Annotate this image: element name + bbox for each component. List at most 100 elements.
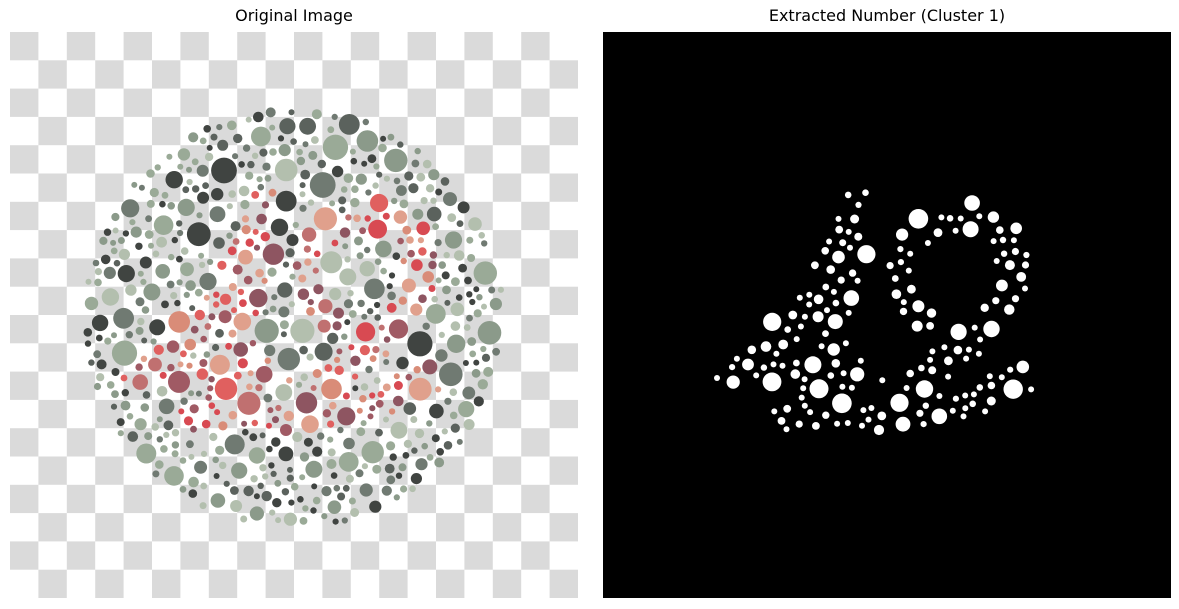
mask-dot: [760, 364, 768, 371]
plate-dots: [83, 107, 504, 526]
background-dot: [488, 286, 496, 294]
background-dot: [199, 137, 207, 145]
background-dot: [286, 474, 294, 482]
background-dot: [204, 152, 214, 162]
background-dot: [188, 489, 198, 498]
background-dot: [317, 159, 326, 169]
figure-dot: [140, 355, 148, 362]
background-dot: [155, 264, 170, 279]
figure-dot: [184, 338, 196, 351]
mask-dot: [827, 372, 835, 379]
background-dot: [306, 353, 314, 361]
figure-dot: [260, 232, 270, 242]
background-dot: [453, 250, 465, 261]
figure-dot: [208, 402, 216, 410]
figure-dot: [295, 392, 318, 414]
background-dot: [165, 171, 183, 189]
figure-dot: [264, 357, 271, 364]
background-dot: [330, 472, 338, 479]
figure-dot: [398, 296, 407, 305]
background-dot: [342, 243, 349, 250]
background-dot: [462, 360, 469, 366]
figure-dot: [332, 321, 342, 331]
background-dot: [212, 456, 219, 464]
mask-dot: [957, 215, 964, 222]
background-dot: [477, 321, 502, 345]
background-dot: [277, 347, 300, 371]
background-dot: [415, 458, 428, 471]
background-dot: [152, 470, 160, 478]
mask-dot: [807, 409, 814, 416]
background-dot: [322, 134, 349, 160]
background-dot: [295, 381, 303, 388]
background-dot: [360, 420, 367, 427]
background-dot: [197, 191, 210, 204]
mask-dot: [800, 385, 807, 392]
figure-dot: [336, 348, 343, 355]
mask-dot: [1004, 260, 1015, 271]
figure-dot: [253, 244, 261, 251]
background-dot: [430, 197, 437, 204]
background-dot: [285, 248, 295, 258]
background-dot: [171, 450, 179, 458]
figure-dot: [272, 416, 279, 424]
background-dot: [356, 252, 364, 260]
figure-dot: [359, 345, 370, 356]
background-dot: [393, 494, 400, 501]
mask-dot: [839, 383, 846, 390]
figure-dot: [303, 245, 311, 253]
background-dot: [383, 175, 390, 182]
background-dot: [439, 362, 463, 387]
figure-dot: [386, 302, 397, 313]
figure-dot: [411, 259, 423, 271]
mask-dot: [770, 361, 777, 368]
figure-dot: [400, 257, 407, 265]
mask-dot: [986, 396, 996, 406]
mask-dot: [953, 345, 963, 355]
background-dot: [135, 242, 143, 250]
figure-dot: [310, 385, 317, 391]
background-dot: [408, 183, 419, 194]
figure-dot: [393, 395, 404, 407]
background-dot: [326, 459, 337, 469]
background-dot: [425, 304, 446, 324]
figure-dot: [388, 319, 409, 339]
background-dot: [308, 150, 318, 160]
mask-dot: [854, 232, 863, 241]
background-dot: [309, 172, 336, 198]
figure-dot: [369, 392, 376, 399]
background-dot: [410, 473, 422, 485]
background-dot: [278, 446, 294, 462]
background-dot: [342, 484, 350, 492]
background-dot: [209, 206, 226, 223]
background-dot: [159, 200, 166, 208]
background-dot: [471, 368, 481, 378]
mask-dot: [857, 245, 876, 264]
background-dot: [92, 259, 100, 267]
mask-dot: [987, 381, 996, 390]
mask-dot: [859, 422, 865, 429]
background-dot: [422, 322, 430, 330]
figure-dot: [280, 424, 292, 436]
figure-dot: [422, 271, 435, 283]
background-dot: [196, 212, 203, 219]
figure-dot: [350, 355, 361, 366]
background-dot: [299, 345, 308, 355]
background-dot: [331, 165, 344, 178]
mask-dot: [926, 308, 937, 318]
background-dot: [374, 301, 381, 309]
background-dot: [359, 261, 375, 277]
background-dot: [94, 278, 102, 287]
background-dot: [130, 226, 142, 238]
background-dot: [426, 420, 433, 427]
background-dot: [186, 222, 211, 247]
background-dot: [106, 381, 115, 389]
figure-dot: [190, 425, 197, 433]
background-dot: [443, 251, 450, 259]
mask-dot: [857, 357, 864, 364]
mask-dot: [793, 359, 800, 367]
figure-dot: [200, 335, 207, 343]
background-dot: [154, 164, 161, 171]
background-dot: [450, 321, 461, 331]
left-panel-title: Original Image: [235, 6, 353, 25]
